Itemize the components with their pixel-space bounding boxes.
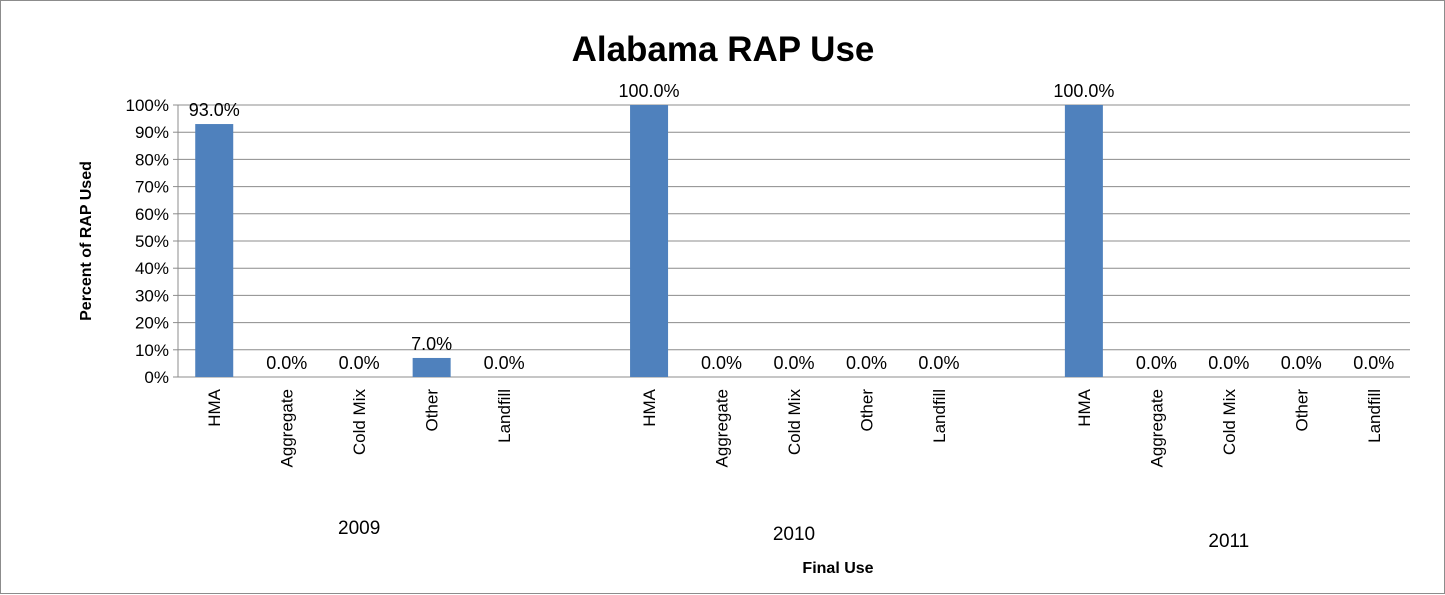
category-label: Aggregate: [713, 389, 732, 467]
category-label: HMA: [640, 388, 659, 426]
data-label: 0.0%: [266, 353, 307, 373]
category-label: Cold Mix: [785, 389, 804, 456]
data-label: 0.0%: [1136, 353, 1177, 373]
category-label: Landfill: [1365, 389, 1384, 443]
y-tick-label: 70%: [135, 178, 169, 197]
category-label: Landfill: [495, 389, 514, 443]
y-tick-label: 100%: [126, 96, 169, 115]
y-tick-label: 50%: [135, 232, 169, 251]
data-label: 0.0%: [339, 353, 380, 373]
bar: [1064, 105, 1103, 377]
bar: [195, 124, 234, 377]
category-label: Cold Mix: [1220, 389, 1239, 456]
group-label: 2010: [773, 524, 815, 545]
bars: [195, 105, 1103, 377]
chart-title: Alabama RAP Use: [572, 30, 875, 69]
group-label: 2009: [338, 518, 380, 539]
data-label: 100.0%: [1053, 81, 1114, 101]
category-label: Other: [857, 389, 876, 432]
gridlines: [173, 104, 1410, 378]
y-tick-label: 30%: [135, 286, 169, 305]
category-label: HMA: [205, 388, 224, 426]
data-label: 0.0%: [701, 353, 742, 373]
group-labels: 2009 2010 2011: [338, 518, 1249, 552]
bar: [630, 105, 669, 377]
data-label: 0.0%: [846, 353, 887, 373]
category-label: HMA: [1075, 388, 1094, 426]
bar: [412, 357, 451, 377]
category-label: Aggregate: [278, 389, 297, 467]
y-tick-label: 40%: [135, 259, 169, 278]
group-label: 2011: [1208, 531, 1249, 552]
category-label: Cold Mix: [350, 389, 369, 456]
y-axis-title: Percent of RAP Used: [78, 161, 95, 321]
data-label: 0.0%: [773, 353, 814, 373]
category-label: Other: [423, 389, 442, 432]
y-tick-label: 90%: [135, 123, 169, 142]
y-tick-labels: 0% 10% 20% 30% 40% 50% 60% 70% 80% 90% 100%: [126, 96, 169, 387]
data-labels: 93.0% 0.0% 0.0% 7.0% 0.0% 100.0% 0.0% 0.0% 0.0% 0…: [189, 81, 1395, 373]
data-label: 93.0%: [189, 100, 240, 120]
category-label: Aggregate: [1147, 389, 1166, 467]
category-labels: HMA Aggregate Cold Mix Other Landfill HMA Aggr…: [205, 388, 1384, 467]
y-tick-label: 0%: [144, 368, 169, 387]
data-label: 0.0%: [1281, 353, 1322, 373]
data-label: 0.0%: [484, 353, 525, 373]
y-tick-label: 10%: [135, 341, 169, 360]
data-label: 0.0%: [1208, 353, 1249, 373]
category-label: Other: [1292, 389, 1311, 432]
data-label: 100.0%: [619, 81, 680, 101]
data-label: 7.0%: [411, 334, 452, 354]
y-tick-label: 80%: [135, 150, 169, 169]
x-axis-title: Final Use: [802, 560, 873, 577]
data-label: 0.0%: [1353, 353, 1394, 373]
y-tick-label: 60%: [135, 205, 169, 224]
category-label: Landfill: [930, 389, 949, 443]
data-label: 0.0%: [918, 353, 959, 373]
y-tick-label: 20%: [135, 314, 169, 333]
